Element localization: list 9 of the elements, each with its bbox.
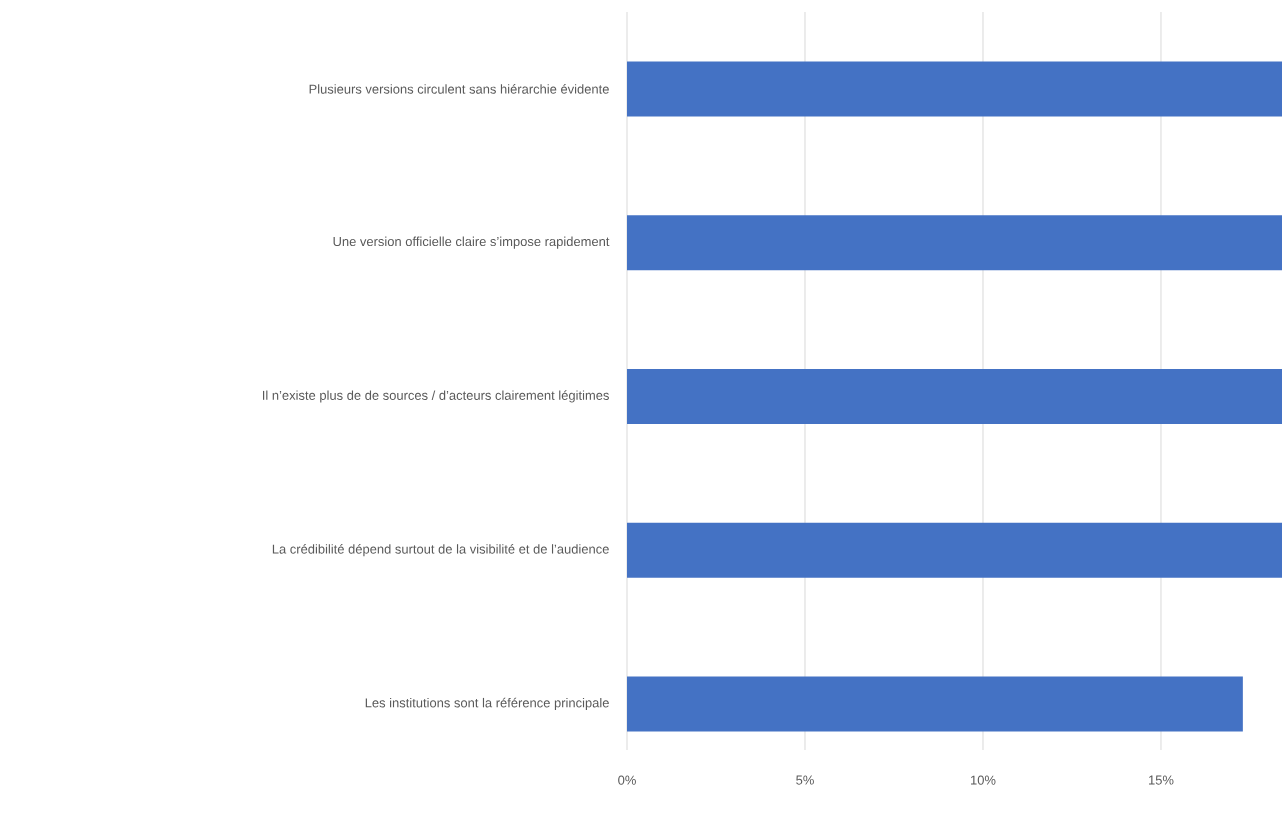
x-tick-label: 15%: [1149, 775, 1174, 785]
y-tick-label: Une version officielle claire s’impose rapidement: [333, 236, 610, 249]
x-tick-label: 5%: [796, 775, 814, 785]
x-tick-label: 0%: [618, 775, 636, 785]
y-tick-label: Les institutions sont la référence principale: [365, 697, 609, 710]
y-tick-label: La crédibilité dépend surtout de la visibilité et de l’audience: [272, 544, 609, 557]
x-tick-label: 10%: [971, 775, 996, 785]
y-tick-label: Il n’existe plus de de sources / d’acteurs clairement légitimes: [262, 390, 609, 403]
y-tick-label: Plusieurs versions circulent sans hiérarchie évidente: [309, 84, 609, 94]
